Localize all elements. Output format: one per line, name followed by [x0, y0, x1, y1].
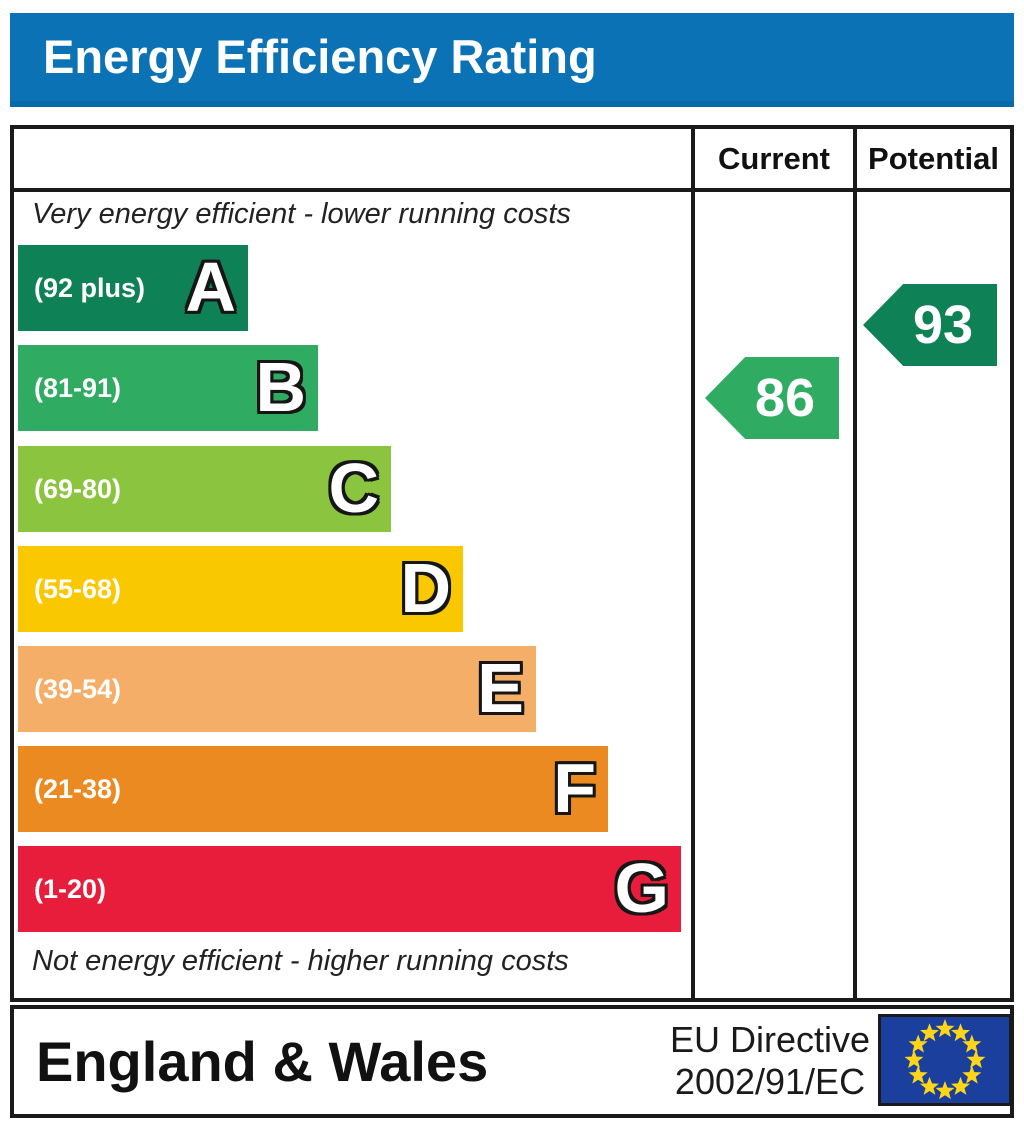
eu-directive-line1: EU Directive — [669, 1019, 871, 1060]
eu-star-icon — [908, 1034, 928, 1053]
eu-star-icon — [935, 1019, 955, 1038]
band-letter: B — [255, 348, 306, 426]
band-row-d: (55-68) D — [18, 546, 463, 632]
band-row-b: (81-91) B — [18, 345, 318, 431]
bottom-annotation: Not energy efficient - higher running co… — [32, 945, 569, 977]
eu-star-icon — [951, 1076, 970, 1095]
band-range-label: (81-91) — [34, 373, 122, 403]
eu-directive-label: EU Directive 2002/91/EC — [662, 1019, 878, 1103]
current-rating-arrow: 86 — [705, 357, 839, 439]
current-rating-value: 86 — [754, 368, 816, 428]
eu-flag-stars — [904, 1019, 986, 1100]
band-row-e: (39-54) E — [18, 646, 536, 732]
potential-rating-value: 93 — [912, 295, 974, 355]
footer-bar: England & Wales EU Directive 2002/91/EC — [10, 1005, 1014, 1118]
page-title: Energy Efficiency Rating — [43, 30, 597, 83]
band-row-c: (69-80) C — [18, 446, 391, 532]
eu-star-icon — [962, 1065, 982, 1084]
potential-column-divider — [853, 129, 857, 998]
eu-star-icon — [935, 1081, 955, 1100]
eu-star-icon — [920, 1023, 939, 1042]
band-range-label: (1-20) — [34, 874, 107, 904]
column-header-potential: Potential — [868, 141, 999, 176]
band-letter: G — [614, 849, 669, 927]
column-header-current: Current — [718, 141, 830, 176]
eu-star-icon — [904, 1050, 924, 1069]
eu-star-icon — [951, 1023, 970, 1042]
rating-table: Current Potential Very energy efficient … — [10, 125, 1014, 1002]
potential-rating-arrow: 93 — [863, 284, 997, 366]
region-label: England & Wales — [36, 1030, 489, 1093]
eu-star-icon — [966, 1050, 986, 1069]
band-letter: E — [477, 649, 524, 727]
eu-star-icon — [908, 1065, 928, 1084]
title-bar: Energy Efficiency Rating — [10, 13, 1014, 107]
band-letter: D — [400, 549, 451, 627]
band-range-label: (21-38) — [34, 774, 122, 804]
band-letter: C — [328, 449, 379, 527]
band-range-label: (69-80) — [34, 474, 122, 504]
eu-directive-line2: 2002/91/EC — [674, 1061, 866, 1102]
band-letter: F — [553, 749, 596, 827]
band-row-a: (92 plus) A — [18, 245, 248, 331]
band-range-label: (39-54) — [34, 674, 122, 704]
band-row-f: (21-38) F — [18, 746, 608, 832]
eu-flag-icon — [878, 1014, 1012, 1106]
band-letter: A — [185, 248, 236, 326]
eu-star-icon — [920, 1076, 939, 1095]
band-row-g: (1-20) G — [18, 846, 681, 932]
header-divider-line — [14, 188, 1010, 192]
eu-star-icon — [962, 1034, 982, 1053]
current-column-divider — [691, 129, 695, 998]
band-range-label: (92 plus) — [34, 273, 146, 303]
top-annotation: Very energy efficient - lower running co… — [32, 198, 571, 230]
band-range-label: (55-68) — [34, 574, 122, 604]
